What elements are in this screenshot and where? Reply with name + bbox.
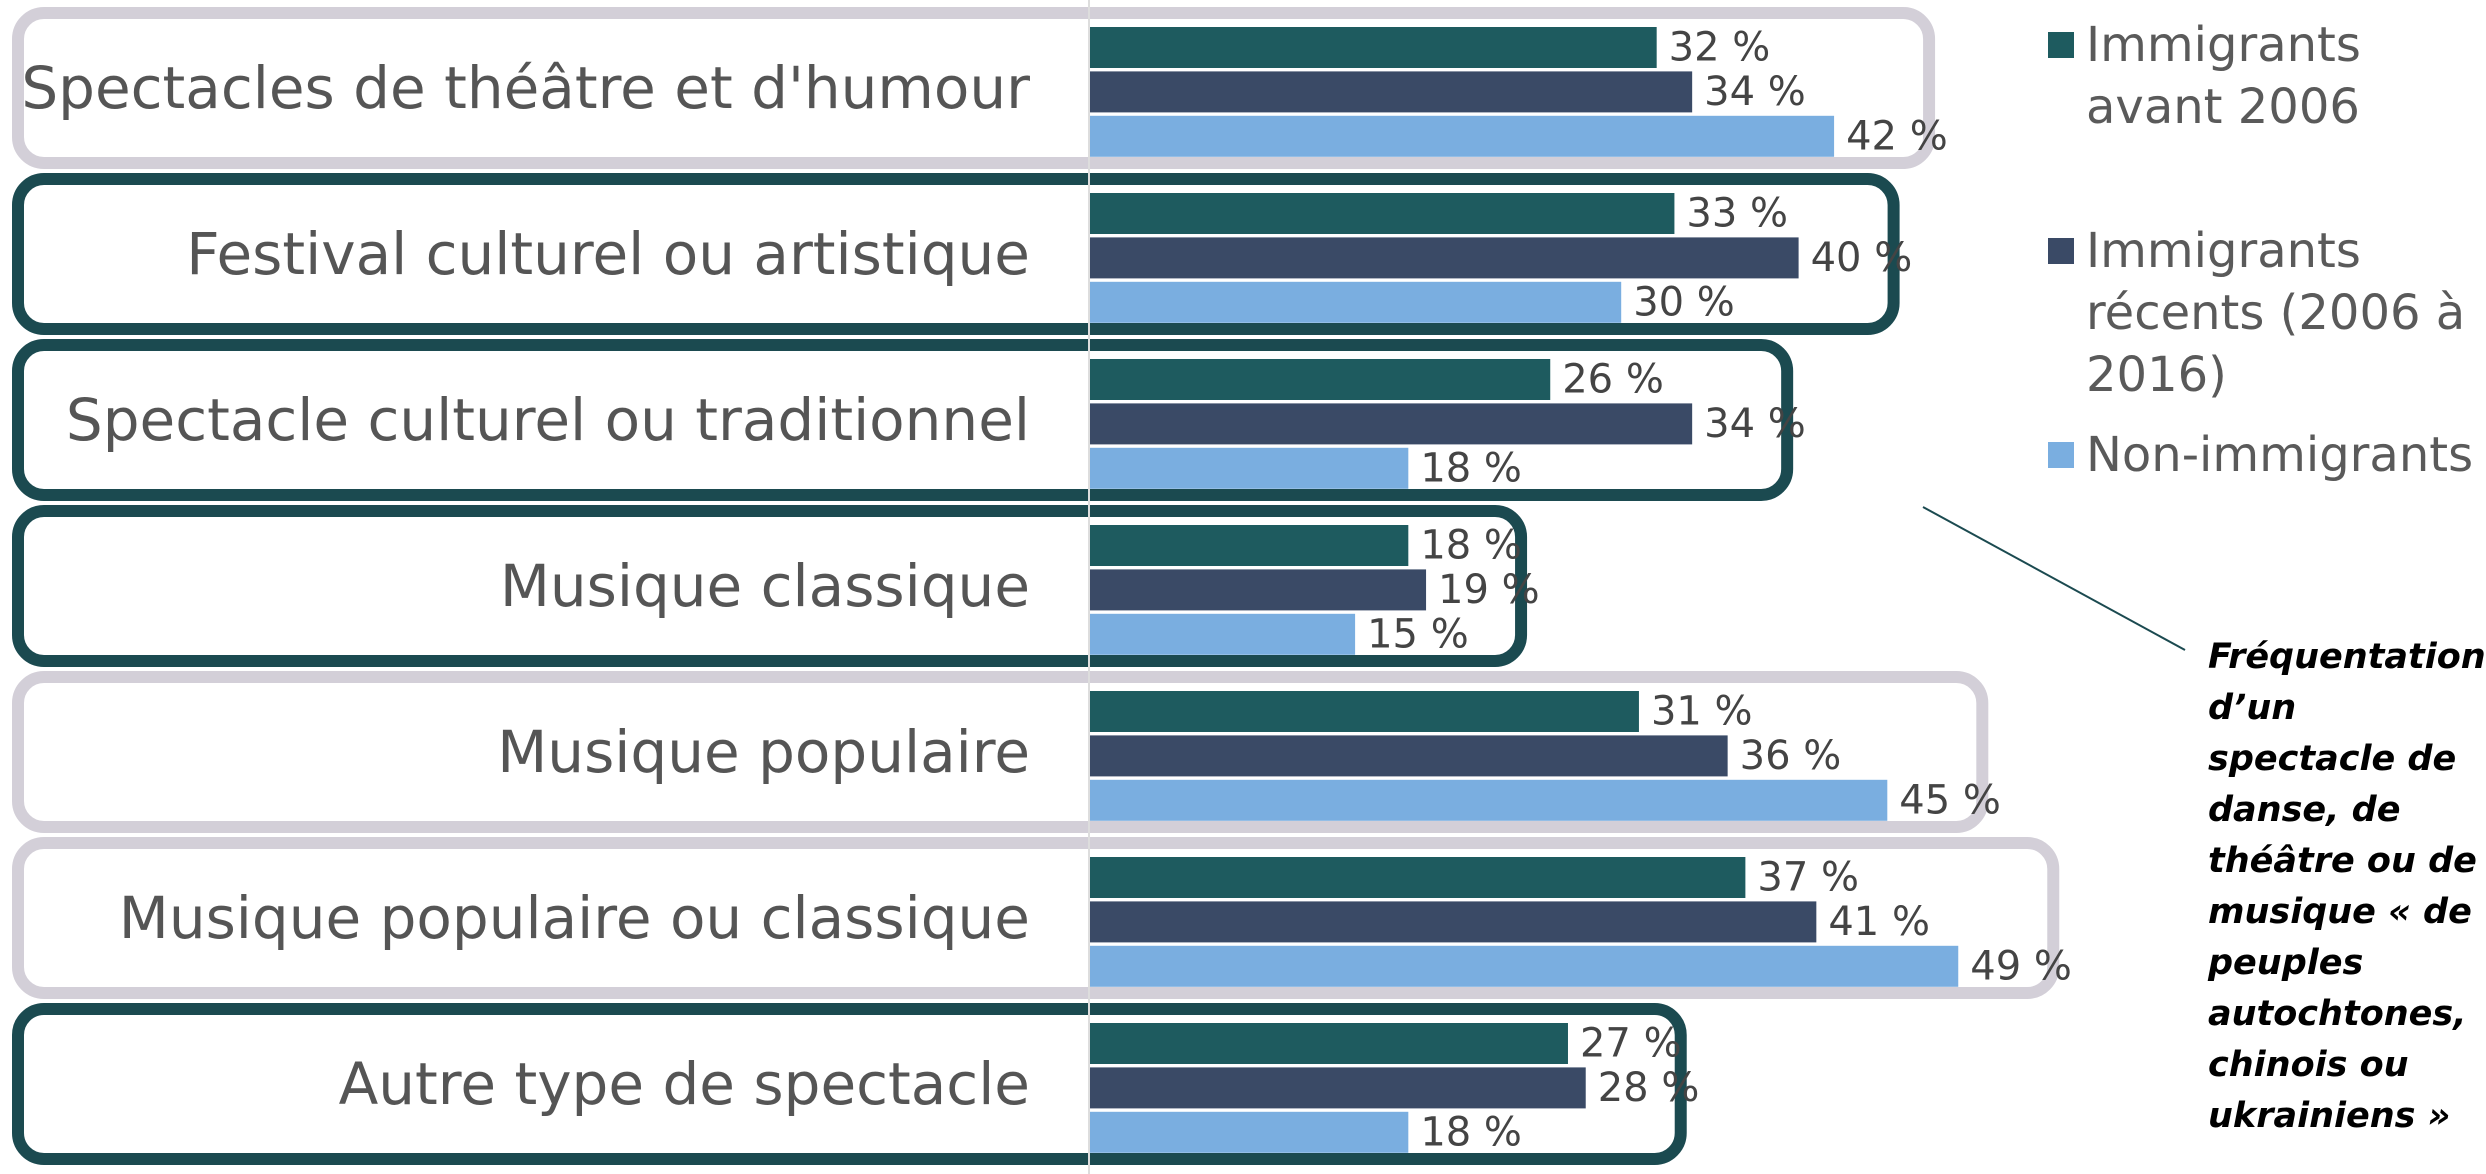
bar: [1089, 115, 1835, 157]
data-label: 18 %: [1420, 445, 1522, 491]
data-label: 42 %: [1846, 113, 1948, 159]
bar: [1089, 1023, 1568, 1064]
data-label: 26 %: [1562, 357, 1664, 403]
bar: [1089, 1067, 1586, 1109]
data-label: 31 %: [1651, 689, 1753, 735]
leader-line: [1922, 506, 2186, 651]
category-label: Autre type de spectacle: [339, 1050, 1030, 1118]
legend-item: Immigrants avant 2006: [2048, 14, 2478, 138]
data-label: 40 %: [1811, 235, 1913, 281]
data-label: 49 %: [1970, 943, 2072, 989]
bar: [1089, 281, 1622, 323]
bar: [1089, 1111, 1409, 1153]
legend-item: Non-immigrants: [2048, 424, 2478, 486]
category-box: [12, 671, 1989, 833]
legend-item: Immigrants récents (2006 à 2016): [2048, 220, 2478, 406]
data-label: 36 %: [1740, 733, 1842, 779]
data-label: 19 %: [1438, 567, 1540, 613]
bar: [1089, 857, 1746, 898]
data-label: 15 %: [1367, 611, 1469, 657]
data-label: 18 %: [1420, 523, 1522, 569]
legend-swatch: [2048, 442, 2074, 468]
bar: [1089, 613, 1356, 655]
bar: [1089, 359, 1551, 400]
category-label: Festival culturel ou artistique: [186, 220, 1030, 288]
category-label: Musique populaire: [497, 718, 1030, 786]
bar: [1089, 27, 1657, 68]
data-label: 32 %: [1669, 25, 1771, 71]
bar: [1089, 691, 1639, 732]
bar: [1089, 779, 1888, 821]
data-label: 37 %: [1757, 855, 1859, 901]
bar: [1089, 447, 1409, 489]
bar: [1089, 901, 1817, 943]
category-label: Spectacles de théâtre et d'humour: [21, 54, 1030, 122]
bar: [1089, 193, 1675, 234]
bar: [1089, 945, 1959, 987]
data-label: 18 %: [1420, 1109, 1522, 1155]
data-label: 30 %: [1633, 279, 1735, 325]
data-label: 41 %: [1828, 899, 1930, 945]
bar: [1089, 735, 1728, 777]
bar: [1089, 403, 1693, 445]
category-box: [12, 7, 1936, 169]
bar: [1089, 525, 1409, 566]
legend-label: Non-immigrants: [2086, 427, 2474, 483]
legend-label: Immigrants avant 2006: [2086, 17, 2361, 135]
bar: [1089, 71, 1693, 113]
data-label: 34 %: [1704, 69, 1806, 115]
category-box: [12, 339, 1794, 501]
category-box: [12, 837, 2060, 999]
legend-swatch: [2048, 238, 2074, 264]
category-box: [12, 505, 1528, 667]
bar: [1089, 569, 1427, 611]
data-label: 33 %: [1686, 191, 1788, 237]
data-label: 28 %: [1598, 1065, 1700, 1111]
legend-swatch: [2048, 32, 2074, 58]
category-box: [12, 1003, 1687, 1165]
legend-label: Immigrants récents (2006 à 2016): [2086, 223, 2466, 403]
category-label: Musique populaire ou classique: [119, 884, 1030, 952]
bar: [1089, 237, 1799, 279]
category-label: Spectacle culturel ou traditionnel: [66, 386, 1030, 454]
data-label: 34 %: [1704, 401, 1806, 447]
data-label: 27 %: [1580, 1021, 1682, 1067]
annotation: Fréquentation d’un spectacle de danse, d…: [2208, 637, 2486, 1136]
category-label: Musique classique: [500, 552, 1030, 620]
category-box: [12, 173, 1900, 335]
data-label: 45 %: [1899, 777, 2001, 823]
